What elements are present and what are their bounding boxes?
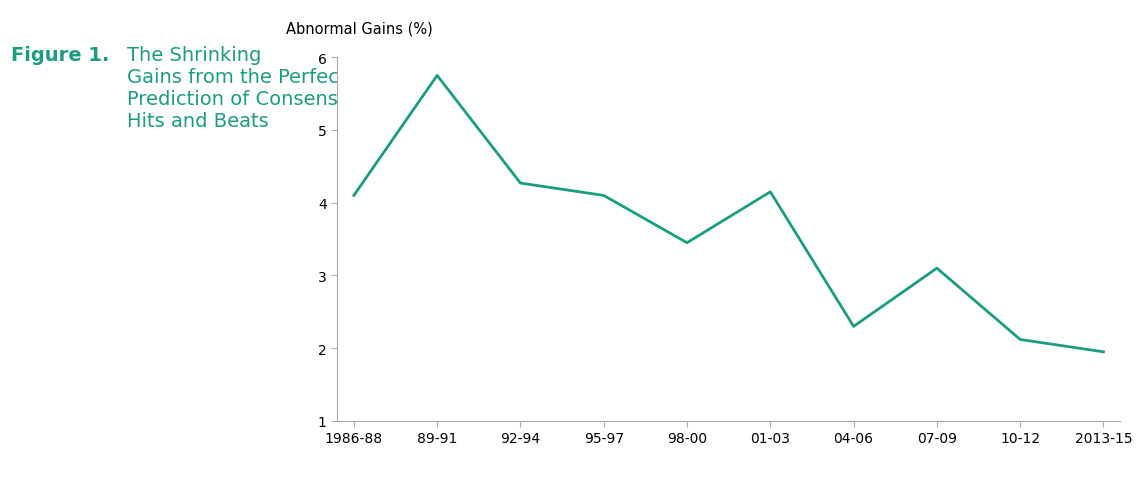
Text: The Shrinking
Gains from the Perfect
Prediction of Consensus
Hits and Beats: The Shrinking Gains from the Perfect Pre… [127,46,360,131]
Text: Abnormal Gains (%): Abnormal Gains (%) [286,21,433,36]
Text: Figure 1.: Figure 1. [11,46,110,65]
